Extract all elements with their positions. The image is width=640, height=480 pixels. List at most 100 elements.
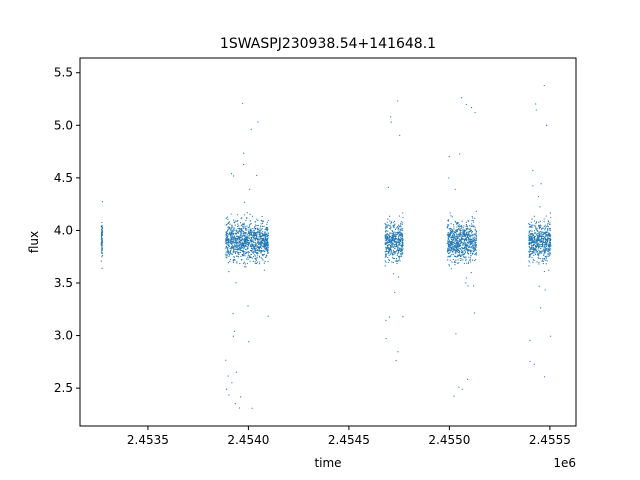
data-point [543,246,545,248]
data-point [460,241,462,243]
data-point [389,240,391,242]
data-point [475,241,477,244]
data-point [400,221,402,223]
data-point [463,233,466,236]
data-point [538,249,540,251]
data-point [475,230,477,232]
data-point [225,241,227,243]
data-point [236,225,239,228]
data-point [466,252,469,254]
data-point [388,225,391,227]
data-point [536,229,539,232]
data-point [397,249,399,251]
x-tick-label: 2.4555 [529,433,571,447]
data-point [474,228,476,231]
data-point [550,238,552,241]
data-point [262,245,264,247]
data-point [262,233,264,235]
data-point [242,254,245,257]
data-point [464,253,466,255]
data-point [252,215,254,217]
data-point [249,234,251,236]
data-point [537,248,539,250]
data-point [236,262,238,264]
x-axis-ticks: 2.4535 2.4540 2.4545 2.4550 2.4555 [127,426,571,447]
data-point [263,234,265,237]
data-point [458,244,460,246]
data-point [393,253,395,255]
data-point [225,388,228,390]
data-point [236,246,238,248]
data-point [267,252,269,254]
data-point [260,219,262,222]
data-point [538,232,540,234]
data-point [392,261,394,264]
data-point [225,234,228,236]
data-point [252,231,254,233]
data-point [250,233,252,236]
data-point [538,225,540,227]
data-point [225,255,227,257]
data-point [386,221,388,223]
data-point [535,109,537,111]
data-point [460,259,462,262]
data-point [238,253,240,255]
data-point [464,242,467,244]
data-point [465,239,467,241]
data-point [247,232,250,235]
data-point [261,241,263,243]
data-point [466,232,468,234]
data-point [240,236,243,238]
data-point [233,227,235,229]
data-point [227,229,229,231]
data-point [539,235,541,237]
data-point [254,257,256,259]
data-point [538,233,540,236]
data-point [230,236,232,239]
data-point [239,222,242,224]
data-point [266,227,269,230]
data-point [465,244,467,246]
data-point [474,242,476,244]
data-point [450,223,452,225]
data-point [249,232,251,234]
data-point [264,260,266,263]
data-point [460,234,463,236]
data-point [475,232,477,234]
data-point [390,116,392,118]
data-point [465,103,467,106]
data-point [469,225,471,227]
data-point [229,231,231,233]
data-point [387,252,389,254]
data-point [241,217,243,219]
data-point [530,243,532,245]
data-point [448,224,450,226]
data-point [401,254,403,256]
data-point [386,244,389,247]
data-point [545,258,547,260]
data-point [392,236,394,238]
data-point [253,236,256,238]
data-point [456,230,458,232]
data-point [400,255,403,257]
data-point [263,239,265,241]
data-point [242,250,244,253]
data-point [229,232,231,235]
data-point [239,262,241,265]
data-point [384,230,387,232]
data-point [447,219,449,222]
y-tick-label: 4.5 [54,171,73,185]
data-point [245,236,247,238]
data-point [455,333,457,335]
data-point [229,258,232,261]
data-point [257,121,259,123]
data-point [389,235,392,237]
data-point [255,262,258,265]
data-point [538,227,540,230]
data-point [234,236,236,239]
data-point [244,263,247,265]
data-point [468,238,470,241]
data-point [546,260,548,262]
data-point [399,240,402,242]
data-point [457,246,459,248]
